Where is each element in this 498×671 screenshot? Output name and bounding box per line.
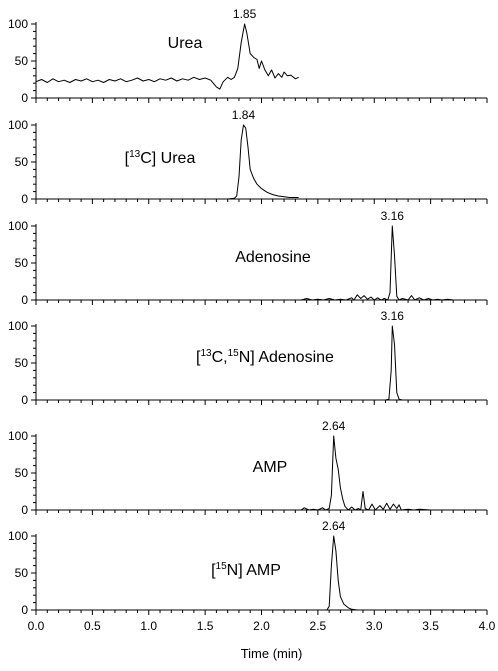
y-tick-label: 100 (8, 118, 28, 132)
y-tick-label: 50 (15, 566, 29, 580)
series-label-text: [ (211, 562, 216, 579)
y-tick-label: 0 (21, 293, 28, 307)
panel-4: 0 50 100 3.16 [13C,15N] Adenosine (8, 309, 488, 407)
y-tick-label: 100 (8, 429, 28, 443)
y-tick-label: 100 (8, 17, 28, 31)
x-tick-label: 4.0 (479, 619, 496, 633)
y-tick-label: 50 (15, 356, 29, 370)
y-tick-label: 50 (15, 54, 29, 68)
series-label-text: Adenosine (235, 249, 311, 266)
series-label-superscript: 15 (228, 348, 240, 359)
peak-label: 1.84 (232, 108, 256, 122)
series-label-text: [ (125, 150, 130, 167)
y-tick-label: 50 (15, 155, 29, 169)
series-label-text: AMP (253, 459, 288, 476)
peak-label: 2.64 (322, 519, 346, 533)
panel-6: 0 50 100 2.64 [15N] AMP (8, 519, 488, 617)
y-tick-label: 50 (15, 256, 29, 270)
y-tick-label: 0 (21, 603, 28, 617)
peak-label: 2.64 (322, 419, 346, 433)
series-label: Adenosine (235, 249, 311, 266)
peak-label: 1.85 (233, 7, 257, 21)
y-tick-label: 0 (21, 91, 28, 105)
series-label-text: [ (196, 349, 201, 366)
series-label-text: C, (212, 349, 228, 366)
y-tick-label: 100 (8, 529, 28, 543)
panel-3: 0 50 100 3.16 Adenosine (8, 209, 488, 307)
series-trace-6 (301, 535, 457, 611)
series-trace-4 (301, 325, 457, 401)
series-label: [13C,15N] Adenosine (196, 348, 334, 366)
y-tick-label: 0 (21, 393, 28, 407)
x-tick-label: 0.5 (84, 619, 101, 633)
series-label-superscript: 13 (201, 348, 213, 359)
series-trace-1 (35, 23, 299, 90)
y-tick-label: 50 (15, 466, 29, 480)
series-trace-5 (300, 435, 457, 511)
x-tick-label: 2.5 (310, 619, 327, 633)
series-label: [15N] AMP (211, 561, 281, 579)
series-label: [13C] Urea (125, 149, 196, 167)
y-tick-label: 100 (8, 319, 28, 333)
y-tick-label: 0 (21, 192, 28, 206)
series-label-superscript: 15 (216, 561, 228, 572)
series-label: AMP (253, 459, 288, 476)
x-tick-label: 3.0 (366, 619, 383, 633)
series-label-text: C] Urea (140, 150, 195, 167)
series-label-text: N] AMP (227, 562, 281, 579)
y-tick-label: 0 (21, 503, 28, 517)
panel-5: 0 50 100 2.64 AMP (8, 419, 488, 517)
x-tick-label: 1.0 (140, 619, 157, 633)
x-tick-label: 0.0 (28, 619, 45, 633)
series-trace-3 (300, 225, 457, 301)
x-tick-label: 1.5 (197, 619, 214, 633)
x-tick-label: 3.5 (422, 619, 439, 633)
series-label-text: N] Adenosine (239, 349, 334, 366)
peak-label: 3.16 (381, 209, 405, 223)
peak-label: 3.16 (381, 309, 405, 323)
series-label: Urea (168, 35, 203, 52)
x-tick-label: 2.0 (253, 619, 270, 633)
y-tick-label: 100 (8, 219, 28, 233)
x-axis-title: Time (min) (241, 646, 303, 661)
series-label-text: Urea (168, 35, 203, 52)
panel-1: 0 50 100 1.85 Urea (8, 7, 488, 105)
panel-2: 0 50 100 1.84 [13C] Urea (8, 108, 488, 206)
series-label-superscript: 13 (129, 149, 141, 160)
series-trace-2 (36, 124, 299, 200)
